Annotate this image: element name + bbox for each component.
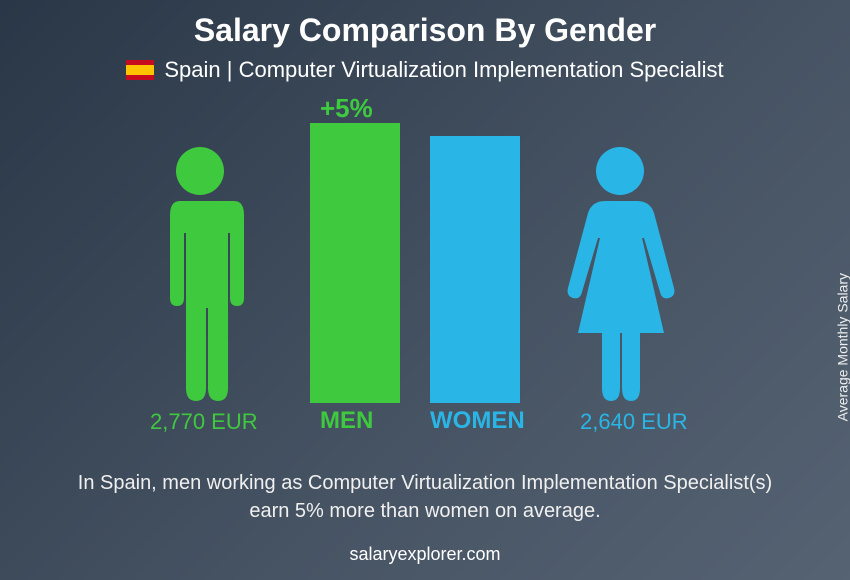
male-person-icon	[150, 143, 250, 403]
men-gender-label: MEN	[320, 407, 373, 435]
women-gender-label: WOMEN	[430, 407, 525, 435]
men-bar	[310, 123, 400, 403]
female-person-icon	[560, 143, 680, 403]
chart-area: Average Monthly Salary +5% 2,770 EUR MEN…	[0, 93, 850, 453]
women-bar	[430, 136, 520, 403]
source-attribution: salaryexplorer.com	[0, 544, 850, 565]
spain-flag-icon	[126, 60, 154, 80]
y-axis-label: Average Monthly Salary	[834, 273, 850, 421]
separator: |	[221, 57, 239, 82]
summary-text: In Spain, men working as Computer Virtua…	[60, 469, 790, 525]
page-title: Salary Comparison By Gender	[0, 0, 850, 49]
country-text: Spain	[164, 57, 220, 82]
job-title-text: Computer Virtualization Implementation S…	[239, 57, 724, 82]
infographic-content: Salary Comparison By Gender Spain | Comp…	[0, 0, 850, 580]
subtitle-row: Spain | Computer Virtualization Implemen…	[0, 57, 850, 83]
women-salary-label: 2,640 EUR	[580, 409, 688, 435]
percentage-diff-label: +5%	[320, 93, 373, 124]
men-salary-label: 2,770 EUR	[150, 409, 258, 435]
subtitle-text: Spain | Computer Virtualization Implemen…	[164, 57, 723, 83]
